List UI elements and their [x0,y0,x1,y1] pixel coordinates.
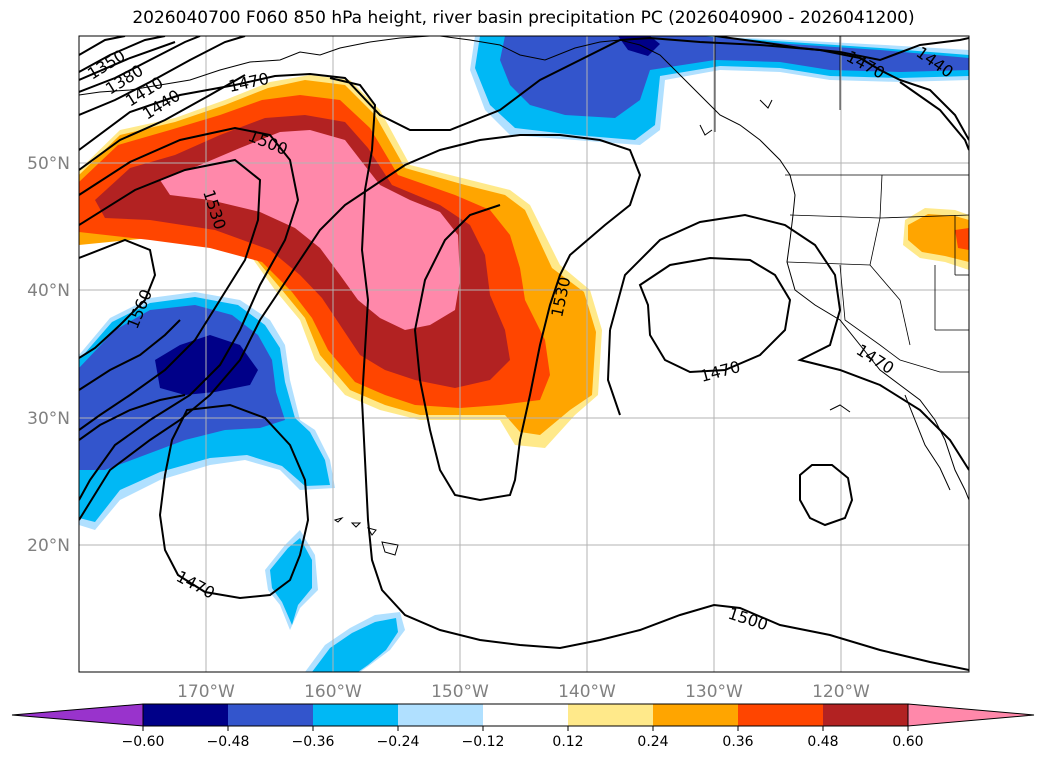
colorbar-tick-label: −0.36 [292,734,335,750]
colorbar-extend-low [11,703,144,727]
lon-label: 130°W [685,682,743,702]
colorbar-segment [313,704,398,726]
lat-label: 30°N [27,409,70,429]
figure-title: 2026040700 F060 850 hPa height, river ba… [132,8,915,28]
colorbar-segment [653,704,738,726]
colorbar-segment [228,704,313,726]
lon-label: 120°W [812,682,870,702]
colorbar-tick-label: 0.36 [722,734,753,750]
colorbar-segment [568,704,653,726]
colorbar-extend-high [907,703,1035,727]
colorbar-segment [143,704,228,726]
colorbar-segment [823,704,908,726]
colorbar-segment [738,704,823,726]
colorbar-segment [398,704,483,726]
lat-label: 20°N [27,536,70,556]
colorbar-outline [142,703,909,727]
map-frame [78,35,970,673]
colorbar-tick-label: −0.60 [122,734,165,750]
lat-label: 40°N [27,281,70,301]
negative-precip-anomaly-south [265,530,405,672]
colorbar-tick-label: −0.48 [207,734,250,750]
colorbar-tick-label: 0.24 [637,734,668,750]
colorbar-tick-label: −0.12 [462,734,505,750]
colorbar-tick-label: 0.48 [807,734,838,750]
colorbar-tick-label: 0.12 [552,734,583,750]
colorbar-tick-label: −0.24 [377,734,420,750]
lon-label: 150°W [431,682,489,702]
colorbar-tick-label: 0.60 [892,734,923,750]
longitude-labels: 170°W 160°W 150°W 140°W 130°W 120°W [177,682,870,702]
lon-label: 160°W [304,682,362,702]
colorbar-segment [483,704,568,726]
lat-label: 50°N [27,154,70,174]
colorbar-segments [11,703,1035,727]
height-contours [79,36,969,671]
latitude-labels: 50°N 40°N 30°N 20°N [27,154,70,556]
positive-precip-anomaly [79,75,602,448]
positive-precip-anomaly-east [903,208,969,270]
colorbar-ticks: −0.60 −0.48 −0.36 −0.24 −0.12 0.12 0.24 0.36 0.4… [122,726,924,750]
political-borders [714,36,969,373]
lon-label: 140°W [558,682,616,702]
lon-label: 170°W [177,682,235,702]
